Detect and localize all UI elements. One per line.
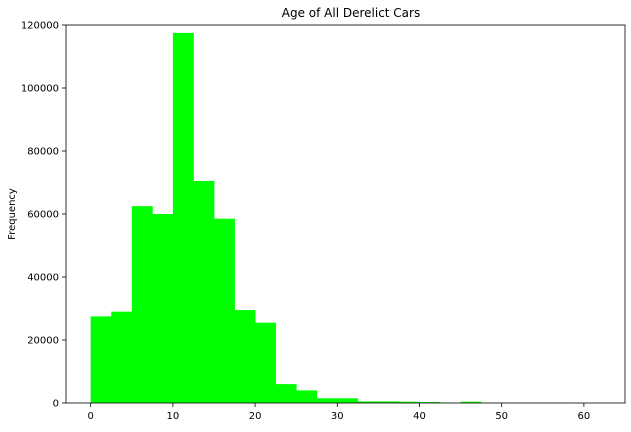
histogram-bar-11 — [317, 398, 338, 403]
histogram-bar-0 — [91, 316, 112, 403]
y-tick-label: 20000 — [27, 336, 59, 347]
y-tick-label: 100000 — [21, 84, 59, 95]
y-tick-label: 60000 — [27, 210, 59, 221]
histogram-bars — [91, 33, 605, 403]
histogram-bar-5 — [193, 181, 214, 403]
x-tick-label: 0 — [87, 411, 93, 422]
histogram-bar-6 — [214, 219, 235, 403]
histogram-bar-2 — [132, 206, 153, 403]
y-axis-label: Frequency — [7, 188, 18, 240]
histogram-bar-1 — [111, 312, 132, 403]
y-tick-label: 0 — [53, 399, 59, 410]
y-tick-label: 80000 — [27, 147, 59, 158]
y-tick-label: 40000 — [27, 273, 59, 284]
x-tick-label: 10 — [167, 411, 180, 422]
x-tick-label: 20 — [249, 411, 262, 422]
x-axis-ticks: 0 10 20 30 40 50 60 — [87, 403, 590, 422]
histogram-bar-4 — [173, 33, 194, 403]
histogram-bar-3 — [152, 214, 173, 403]
y-axis-ticks: 0 20000 40000 60000 80000 100000 120000 — [21, 21, 66, 410]
histogram-bar-8 — [255, 323, 276, 403]
x-tick-label: 30 — [331, 411, 344, 422]
histogram-bar-12 — [337, 398, 358, 403]
x-tick-label: 50 — [495, 411, 508, 422]
histogram-bar-10 — [296, 390, 317, 403]
histogram-bar-7 — [235, 310, 256, 403]
histogram-bar-9 — [276, 384, 297, 403]
x-tick-label: 60 — [578, 411, 591, 422]
chart-title: Age of All Derelict Cars — [282, 6, 420, 20]
y-tick-label: 120000 — [21, 21, 59, 32]
x-tick-label: 40 — [413, 411, 426, 422]
